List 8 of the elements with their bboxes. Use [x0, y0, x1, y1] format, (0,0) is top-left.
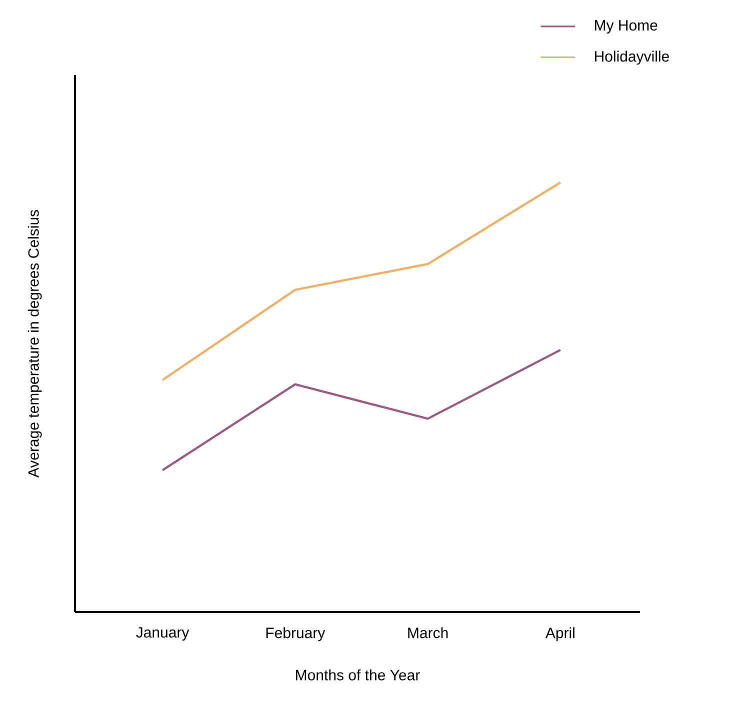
legend-label: Holidayville: [595, 50, 669, 65]
x-axis-title: Months of the Year: [296, 669, 420, 680]
y-axis-title: Average temperature in degrees Celsius: [28, 210, 42, 478]
x-tick-label: April: [545, 627, 574, 642]
x-tick-label: March: [408, 627, 448, 638]
x-tick-label: January: [136, 627, 190, 641]
x-tick-label: February: [266, 627, 326, 642]
legend-label: My Home: [595, 20, 658, 34]
